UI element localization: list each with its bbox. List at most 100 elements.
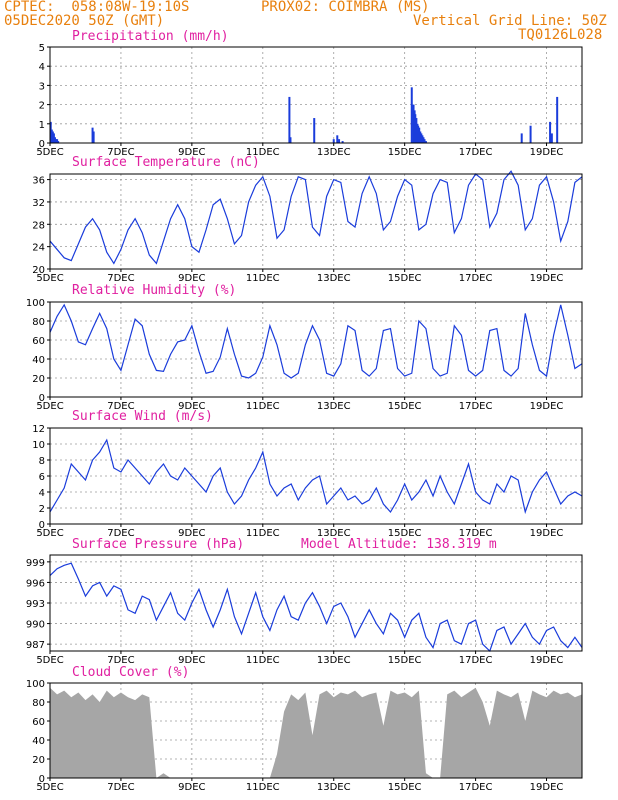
x-tick-label: 5DEC: [36, 401, 63, 412]
series-line: [49, 438, 583, 515]
precip-bar: [50, 129, 53, 143]
x-tick-label: 15DEC: [388, 782, 422, 793]
precip-bar: [520, 133, 523, 143]
header-station: CPTEC: 058:08W-19:10S: [4, 0, 190, 15]
y-tick-label: 0: [39, 393, 45, 404]
header-location: PROX02: COIMBRA (MS): [261, 0, 430, 15]
precip-bar: [332, 139, 335, 143]
series-line: [49, 170, 583, 265]
x-tick-label: 19DEC: [530, 528, 564, 539]
precip-bar: [422, 137, 425, 143]
x-tick-label: 7DEC: [107, 782, 134, 793]
y-tick-label: 40: [32, 736, 45, 747]
precip-bar: [57, 141, 60, 143]
y-tick-label: 10: [32, 440, 45, 451]
y-tick-label: 8: [39, 456, 45, 467]
y-tick-label: 5: [39, 43, 45, 54]
x-tick-label: 7DEC: [107, 528, 134, 539]
x-tick-label: 15DEC: [388, 147, 422, 158]
cloud-cover-area: [50, 687, 582, 778]
y-tick-label: 20: [32, 265, 45, 276]
y-tick-label: 990: [26, 620, 45, 631]
y-tick-label: 80: [32, 698, 45, 709]
precip-bar: [55, 139, 58, 143]
y-tick-label: 1: [39, 120, 45, 131]
header-date: 05DEC2020 50Z (GMT): [4, 13, 165, 29]
y-tick-label: 0: [39, 520, 45, 531]
y-tick-label: 2: [39, 504, 45, 515]
precip-bar: [92, 131, 95, 143]
panel-frame: [49, 301, 583, 398]
precip-bar: [412, 104, 415, 143]
panel-frame: [49, 173, 583, 270]
x-tick-label: 17DEC: [459, 401, 493, 412]
x-tick-label: 15DEC: [388, 655, 422, 666]
y-tick-label: 4: [39, 62, 45, 73]
x-tick-label: 5DEC: [36, 147, 63, 158]
y-tick-label: 36: [32, 176, 45, 187]
panel-title: Surface Temperature (nC): [72, 155, 260, 170]
x-tick-label: 9DEC: [178, 273, 205, 284]
panel-frame: [49, 46, 583, 144]
x-tick-label: 13DEC: [317, 273, 351, 284]
x-tick-label: 5DEC: [36, 528, 63, 539]
x-tick-label: 15DEC: [388, 528, 422, 539]
y-tick-label: 40: [32, 355, 45, 366]
precip-bar: [421, 135, 424, 143]
x-tick-label: 9DEC: [178, 401, 205, 412]
y-tick-label: 100: [26, 298, 45, 309]
y-tick-label: 60: [32, 336, 45, 347]
precip-bar: [549, 121, 552, 143]
x-tick-label: 5DEC: [36, 273, 63, 284]
precip-bar: [424, 141, 427, 143]
precip-bar: [313, 118, 316, 143]
precip-bar: [49, 121, 52, 143]
precip-bar: [336, 135, 339, 143]
x-tick-label: 7DEC: [107, 273, 134, 284]
x-tick-label: 9DEC: [178, 528, 205, 539]
y-tick-label: 3: [39, 81, 45, 92]
x-tick-label: 13DEC: [317, 655, 351, 666]
precip-bar: [417, 125, 420, 143]
precip-bar: [556, 96, 559, 143]
x-tick-label: 7DEC: [107, 655, 134, 666]
x-tick-label: 9DEC: [178, 147, 205, 158]
x-tick-label: 9DEC: [178, 782, 205, 793]
precip-bar: [341, 141, 344, 143]
precip-bar: [420, 133, 423, 143]
y-tick-label: 6: [39, 472, 45, 483]
x-tick-label: 15DEC: [388, 273, 422, 284]
x-tick-label: 11DEC: [246, 528, 280, 539]
precip-bar: [53, 137, 56, 143]
precip-bar: [550, 133, 553, 143]
precip-bar: [91, 127, 94, 143]
y-tick-label: 28: [32, 220, 45, 231]
y-tick-label: 2: [39, 101, 45, 112]
precip-bar: [288, 96, 291, 143]
series-line: [49, 562, 583, 653]
x-tick-label: 11DEC: [246, 655, 280, 666]
panel-title: Relative Humidity (%): [72, 283, 236, 298]
precip-bar: [51, 131, 54, 143]
header-model-id: TQ0126L028: [518, 27, 603, 43]
x-tick-label: 19DEC: [530, 147, 564, 158]
precip-bar: [415, 118, 418, 143]
x-tick-label: 11DEC: [246, 401, 280, 412]
y-tick-label: 12: [32, 424, 45, 435]
precip-bar: [418, 127, 421, 143]
x-tick-label: 15DEC: [388, 401, 422, 412]
x-tick-label: 7DEC: [107, 401, 134, 412]
x-tick-label: 13DEC: [317, 528, 351, 539]
x-tick-label: 19DEC: [530, 401, 564, 412]
y-tick-label: 24: [32, 243, 45, 254]
x-tick-label: 17DEC: [459, 655, 493, 666]
y-tick-label: 993: [26, 599, 45, 610]
x-tick-label: 13DEC: [317, 401, 351, 412]
y-tick-label: 0: [39, 774, 45, 785]
x-tick-label: 7DEC: [107, 147, 134, 158]
x-tick-label: 11DEC: [246, 273, 280, 284]
x-tick-label: 17DEC: [459, 147, 493, 158]
precip-bar: [414, 114, 417, 143]
x-tick-label: 5DEC: [36, 655, 63, 666]
